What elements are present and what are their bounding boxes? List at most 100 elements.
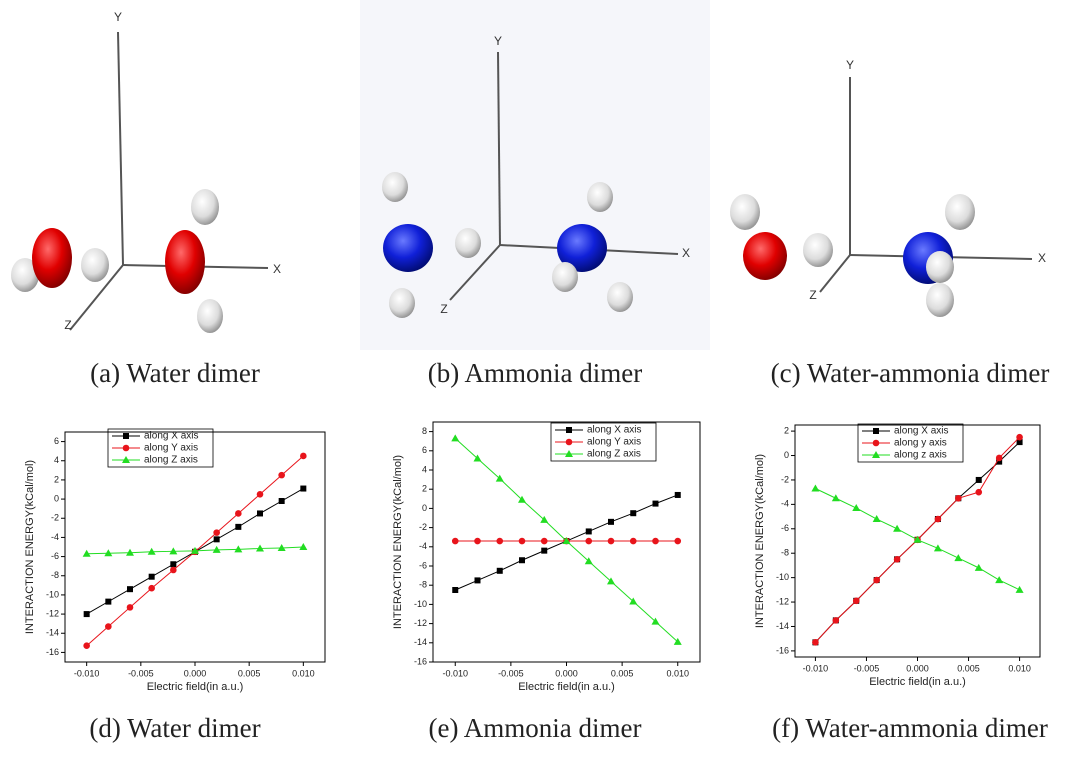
atom xyxy=(607,282,633,312)
legend-label: along X axis xyxy=(144,431,198,442)
atom xyxy=(552,262,578,292)
marker xyxy=(83,642,90,649)
y-tick-label: 0 xyxy=(422,503,427,513)
y-tick-label: 0 xyxy=(54,493,59,503)
marker xyxy=(451,434,459,441)
y-tick-label: 0 xyxy=(784,450,789,460)
x-axis-title: Electric field(in a.u.) xyxy=(518,681,615,693)
y-tick-label: 2 xyxy=(54,474,59,484)
atom xyxy=(383,224,433,272)
caption: (b) Ammonia dimer xyxy=(428,358,642,388)
atom xyxy=(587,182,613,212)
marker xyxy=(235,524,241,530)
legend-label: along Z axis xyxy=(587,449,641,460)
atom xyxy=(191,189,219,225)
y-tick-label: 4 xyxy=(422,464,427,474)
marker xyxy=(452,538,459,545)
y-tick-label: -10 xyxy=(46,589,59,599)
y-tick-label: 6 xyxy=(422,445,427,455)
marker xyxy=(852,504,860,511)
y-tick-label: 6 xyxy=(54,436,59,446)
y-tick-label: -12 xyxy=(46,608,59,618)
marker xyxy=(127,586,133,592)
y-tick-label: -14 xyxy=(46,628,59,638)
y-tick-label: -12 xyxy=(414,618,427,628)
marker xyxy=(257,510,263,516)
marker xyxy=(1016,434,1023,441)
y-tick-label: -14 xyxy=(776,621,789,631)
marker xyxy=(653,501,659,507)
y-tick-label: 2 xyxy=(422,484,427,494)
legend-label: along z axis xyxy=(894,450,947,461)
marker xyxy=(873,440,880,447)
marker xyxy=(811,484,819,491)
marker xyxy=(975,564,983,571)
y-tick-label: -2 xyxy=(419,522,427,532)
caption: (f) Water-ammonia dimer xyxy=(772,713,1048,743)
marker xyxy=(873,515,881,522)
y-axis-title: INTERACTION ENERGY(kCal/mol) xyxy=(754,454,766,628)
marker xyxy=(893,525,901,532)
y-tick-label: -4 xyxy=(419,541,427,551)
marker xyxy=(214,536,220,542)
marker xyxy=(674,538,681,545)
y-tick-label: 8 xyxy=(422,426,427,436)
marker xyxy=(170,561,176,567)
y-tick-label: -2 xyxy=(51,513,59,523)
caption: (d) Water dimer xyxy=(89,713,260,743)
y-tick-label: -6 xyxy=(51,551,59,561)
legend-label: along y axis xyxy=(894,438,947,449)
marker xyxy=(123,433,129,439)
y-axis-title: INTERACTION ENERGY(kCal/mol) xyxy=(392,455,404,629)
marker xyxy=(934,544,942,551)
marker xyxy=(300,453,307,460)
atom xyxy=(32,228,72,288)
y-tick-label: -6 xyxy=(781,523,789,533)
marker xyxy=(541,548,547,554)
marker xyxy=(170,567,177,574)
marker xyxy=(475,577,481,583)
x-tick-label: 0.010 xyxy=(666,668,689,678)
atom xyxy=(197,299,223,333)
atom xyxy=(389,288,415,318)
axis-label: Z xyxy=(440,302,447,316)
axis-label: Y xyxy=(114,10,122,24)
marker xyxy=(1016,586,1024,593)
atom xyxy=(382,172,408,202)
legend-label: along Y axis xyxy=(144,443,198,454)
y-tick-label: -14 xyxy=(414,637,427,647)
marker xyxy=(474,538,481,545)
axis-line xyxy=(118,32,123,265)
y-tick-label: -4 xyxy=(781,499,789,509)
atom xyxy=(926,283,954,317)
y-tick-label: -10 xyxy=(414,599,427,609)
marker xyxy=(299,543,307,550)
x-tick-label: -0.010 xyxy=(803,663,829,673)
atom xyxy=(926,251,954,283)
x-tick-label: -0.010 xyxy=(74,668,100,678)
axis-label: Z xyxy=(64,318,71,332)
marker xyxy=(235,510,242,517)
marker xyxy=(566,427,572,433)
marker xyxy=(127,604,134,611)
marker xyxy=(257,491,264,498)
axis-label: X xyxy=(273,262,281,276)
y-tick-label: -8 xyxy=(419,580,427,590)
y-tick-label: -8 xyxy=(781,548,789,558)
atom xyxy=(165,230,205,294)
x-tick-label: -0.010 xyxy=(442,668,468,678)
marker xyxy=(675,492,681,498)
y-tick-label: -2 xyxy=(781,474,789,484)
legend-label: along X axis xyxy=(894,426,948,437)
marker xyxy=(853,598,860,605)
y-axis-title: INTERACTION ENERGY(kCal/mol) xyxy=(24,460,36,634)
axis-label: Y xyxy=(494,34,502,48)
marker xyxy=(84,611,90,617)
marker xyxy=(585,538,592,545)
marker xyxy=(608,538,615,545)
marker xyxy=(541,538,548,545)
x-tick-label: 0.000 xyxy=(555,668,578,678)
axis-label: X xyxy=(682,246,690,260)
marker xyxy=(996,455,1003,462)
y-tick-label: 2 xyxy=(784,425,789,435)
